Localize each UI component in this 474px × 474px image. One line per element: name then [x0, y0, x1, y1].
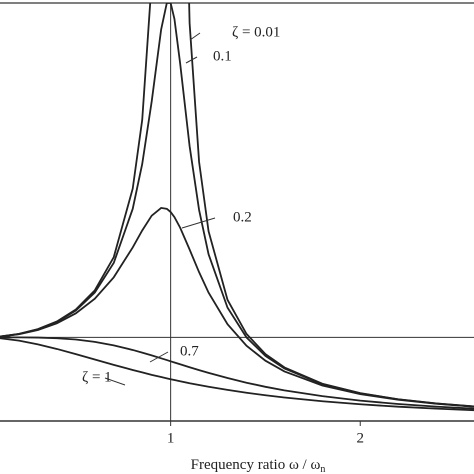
leader-line [189, 32, 201, 41]
x-axis-label-sub: n [320, 464, 325, 474]
series-line [0, 336, 474, 410]
x-tick-label: 2 [356, 430, 364, 446]
x-axis-label: Frequency ratio ω / ωn [191, 457, 326, 474]
series-line [0, 206, 474, 408]
series-line [0, 3, 474, 408]
leader-line [104, 377, 126, 386]
series-label: 0.7 [180, 343, 199, 359]
series-label: 0.2 [233, 209, 252, 225]
x-axis-label-main: Frequency ratio ω / ω [191, 457, 321, 473]
x-tick-label: 1 [167, 430, 175, 446]
leader-line [181, 217, 216, 229]
series-line [0, 337, 474, 412]
series-label: ζ = 1 [82, 369, 112, 385]
series-label: ζ = 0.01 [232, 24, 280, 40]
leader-line [149, 351, 169, 363]
series-label: 0.1 [213, 48, 232, 64]
series-line [0, 3, 474, 408]
leader-line [185, 56, 198, 64]
plot-area [0, 3, 474, 412]
